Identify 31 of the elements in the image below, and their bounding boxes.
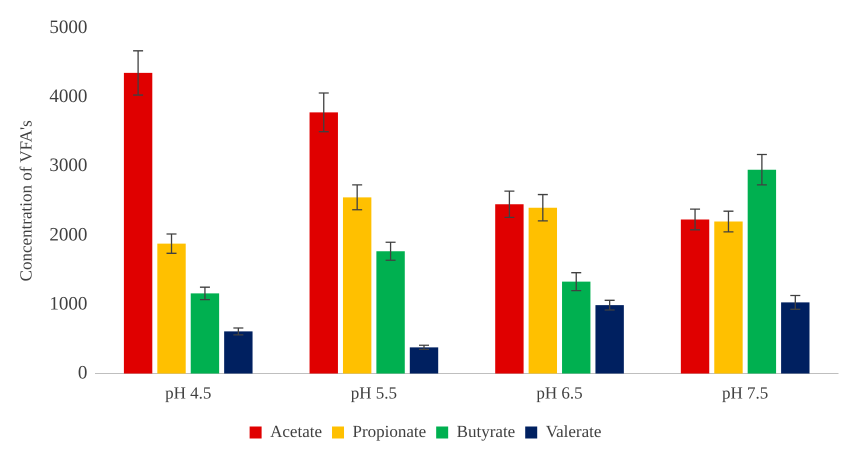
bar bbox=[410, 347, 438, 374]
y-tick-label: 2000 bbox=[49, 224, 88, 246]
x-tick-label: pH 7.5 bbox=[722, 383, 768, 402]
bar bbox=[680, 219, 710, 374]
y-tick-label: 5000 bbox=[49, 16, 88, 38]
legend-label: Butyrate bbox=[456, 422, 516, 441]
bar bbox=[342, 197, 372, 374]
legend-label: Acetate bbox=[270, 422, 322, 441]
bar bbox=[157, 244, 186, 374]
bar bbox=[376, 251, 405, 374]
y-tick-label: 1000 bbox=[49, 293, 88, 314]
bar bbox=[595, 305, 624, 374]
x-tick-label: pH 6.5 bbox=[536, 383, 583, 402]
x-tick-label: pH 5.5 bbox=[350, 383, 398, 402]
bar bbox=[495, 204, 524, 374]
legend-label: Propionate bbox=[352, 422, 426, 441]
bar bbox=[714, 222, 743, 374]
bar bbox=[528, 208, 558, 374]
y-axis-title: Concentration of VFA's bbox=[16, 120, 36, 282]
bar bbox=[748, 170, 776, 374]
bar bbox=[310, 112, 338, 374]
x-tick-label: pH 4.5 bbox=[165, 383, 212, 402]
bar bbox=[124, 72, 152, 374]
y-tick-label: 3000 bbox=[49, 155, 88, 176]
y-tick-label: 0 bbox=[78, 362, 88, 384]
legend-label: Valerate bbox=[546, 422, 602, 441]
bar bbox=[562, 282, 590, 374]
bar bbox=[224, 331, 253, 374]
y-tick-label: 4000 bbox=[49, 86, 88, 108]
bar bbox=[781, 302, 810, 374]
bar bbox=[190, 293, 220, 374]
